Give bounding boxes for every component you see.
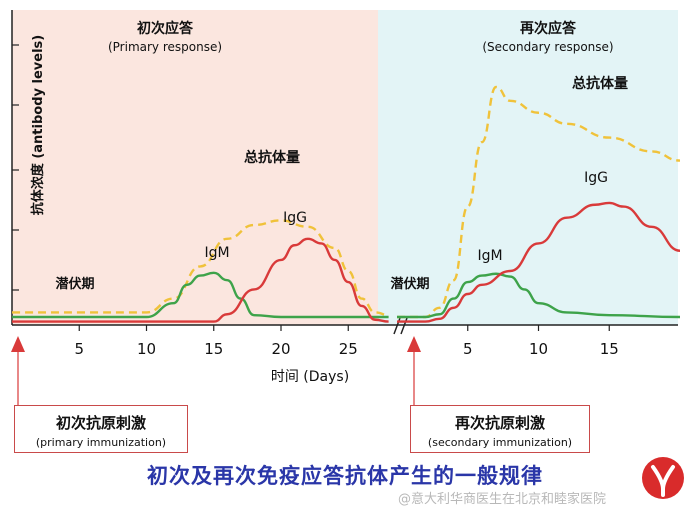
- phase-2-igg-label: IgG: [584, 170, 608, 186]
- phase-2-x-tick-label-15: 15: [600, 340, 619, 358]
- phase-1-x-tick-label-15: 15: [204, 340, 223, 358]
- primary-stimulus-box: 初次抗原刺激 (primary immunization): [14, 405, 188, 453]
- phase-1-x-tick-label-20: 20: [271, 340, 290, 358]
- phase-2-igm-line: [397, 272, 681, 319]
- phase-1-title: 初次应答: [137, 20, 194, 37]
- phase-2-title: 再次应答: [520, 20, 577, 37]
- figure-caption: 初次及再次免疫应答抗体产生的一般规律: [147, 464, 543, 488]
- phase-1-x-tick-label-25: 25: [339, 340, 358, 358]
- phase-2-igg-line: [397, 201, 681, 323]
- stimulus-arrow-1-icon: [11, 336, 25, 352]
- secondary-stimulus-cn: 再次抗原刺激: [454, 414, 545, 432]
- phase-2-subtitle: (Secondary response): [482, 40, 613, 54]
- primary-stimulus-en: (primary immunization): [35, 436, 167, 449]
- watermark: @意大利华商医生在北京和睦家医院: [398, 492, 607, 507]
- phase-2-total-label: 总抗体量: [572, 75, 628, 92]
- phase-1-background: [12, 10, 378, 325]
- phase-1-x-tick-label-10: 10: [137, 340, 156, 358]
- phase-1-latent-label: 潜伏期: [55, 276, 94, 292]
- x-axis-label: 时间 (Days): [271, 369, 349, 385]
- phase-1-total-label: 总抗体量: [244, 149, 300, 166]
- phase-1-igm-label: IgM: [204, 245, 229, 261]
- y-axis-label: 抗体浓度 (antibody levels): [30, 35, 46, 215]
- phase-1-total-line: [12, 219, 389, 317]
- phase-2-latent-label: 潜伏期: [390, 276, 429, 292]
- phase-2-x-tick-label-5: 5: [463, 340, 473, 358]
- phase-1-subtitle: (Primary response): [108, 40, 222, 54]
- hospital-logo-icon: [642, 457, 684, 499]
- phase-1-igg-label: IgG: [283, 210, 307, 226]
- phase-2-igm-label: IgM: [477, 248, 502, 264]
- phase-1-igg-line: [12, 237, 389, 323]
- secondary-stimulus-box: 再次抗原刺激 (secondary immunization): [410, 405, 590, 453]
- phase-2-background: [378, 10, 678, 325]
- primary-stimulus-cn: 初次抗原刺激: [55, 414, 146, 432]
- stimulus-arrow-2-icon: [407, 336, 421, 352]
- phase-1-igm-line: [12, 271, 389, 319]
- phase-1-x-tick-label-5: 5: [74, 340, 84, 358]
- phase-2-total-line: [397, 85, 681, 319]
- phase-2-x-tick-label-10: 10: [529, 340, 548, 358]
- secondary-stimulus-en: (secondary immunization): [427, 436, 573, 449]
